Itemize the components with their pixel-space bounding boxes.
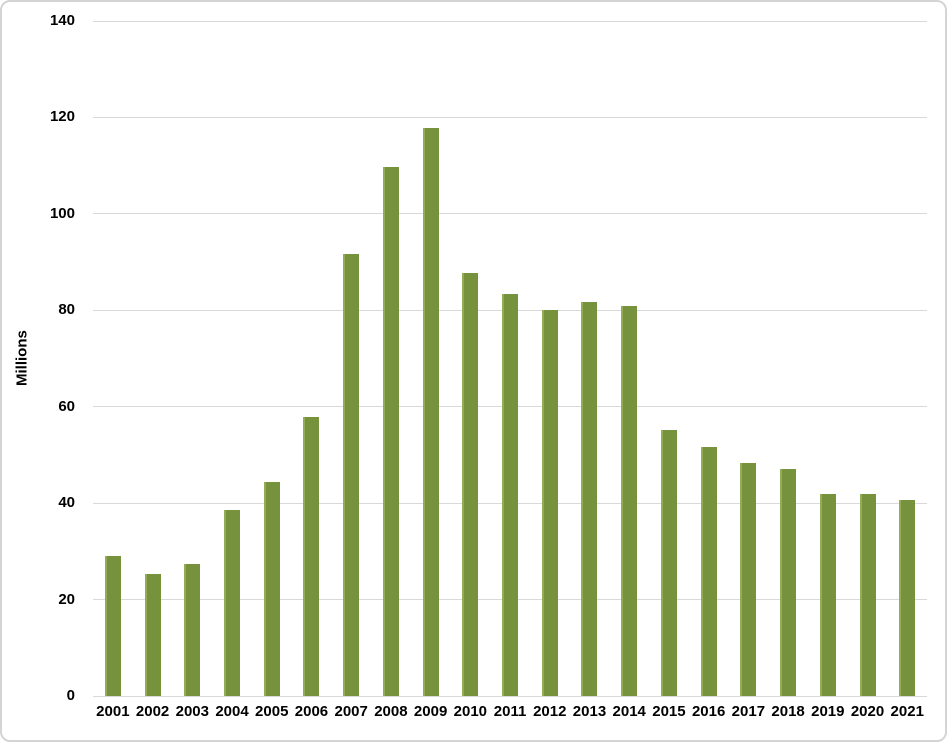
bar-cell <box>133 21 173 696</box>
bar-cell <box>729 21 769 696</box>
x-tick-label: 2011 <box>493 703 527 720</box>
bar-2007 <box>343 254 360 696</box>
bar-2005 <box>263 482 280 696</box>
bar-2008 <box>382 166 399 696</box>
bar-2017 <box>740 462 757 696</box>
bar-cell <box>530 21 570 696</box>
x-tick-label: 2019 <box>811 703 845 720</box>
y-tick-label: 0 <box>66 687 75 704</box>
x-axis-labels: 2001 2002 2003 2004 2005 2006 2007 2008 2009 2010… <box>93 701 927 723</box>
x-axis-line <box>93 695 927 697</box>
x-tick-label: 2012 <box>533 703 567 720</box>
bar-2011 <box>502 293 519 696</box>
y-tick-label: 140 <box>49 12 75 29</box>
y-axis-labels: 0 20 40 60 80 100 120 140 <box>0 12 84 704</box>
bar-2020 <box>859 494 876 696</box>
x-tick-label: 2015 <box>652 703 686 720</box>
x-tick-label: 2021 <box>890 703 924 720</box>
x-tick-label: 2017 <box>731 703 766 720</box>
bar-cell <box>371 21 411 696</box>
bar-cell <box>570 21 610 696</box>
bar-cell <box>252 21 292 696</box>
bar-2019 <box>819 494 836 696</box>
y-tick-label: 40 <box>58 494 75 512</box>
x-tick-label: 2013 <box>572 703 607 720</box>
bar-2003 <box>184 564 201 696</box>
x-tick-label: 2018 <box>771 703 805 720</box>
bar-2006 <box>303 417 320 696</box>
bar-2014 <box>621 305 638 696</box>
bar-2013 <box>581 302 598 696</box>
bar-2016 <box>700 447 717 696</box>
bar-cell <box>411 21 451 696</box>
x-tick-label: 2002 <box>135 703 170 720</box>
x-tick-label: 2005 <box>255 703 289 720</box>
bar-cell <box>292 21 332 696</box>
x-tick-label: 2010 <box>453 703 488 720</box>
y-tick-label: 120 <box>49 108 75 126</box>
bar-2009 <box>422 127 439 696</box>
bar-cell <box>490 21 530 696</box>
bar-cell <box>768 21 808 696</box>
x-tick-label: 2007 <box>334 703 368 720</box>
x-tick-label: 2020 <box>850 703 885 720</box>
bar-2021 <box>899 500 916 696</box>
bar-cell <box>808 21 848 696</box>
bar-cell <box>609 21 649 696</box>
x-tick-label: 2006 <box>294 703 329 720</box>
bar-cell <box>450 21 490 696</box>
y-tick-label: 80 <box>58 301 75 319</box>
x-tick-label: 2016 <box>691 703 726 720</box>
x-tick-label: 2003 <box>175 703 209 720</box>
bar-2012 <box>541 309 558 696</box>
y-tick-label: 100 <box>49 204 75 222</box>
bar-2001 <box>104 555 121 696</box>
bar-cell <box>649 21 689 696</box>
gridline <box>93 20 927 22</box>
plot-area <box>93 20 927 697</box>
bar-2015 <box>660 429 677 696</box>
bar-2018 <box>780 469 797 696</box>
bar-2010 <box>462 272 479 696</box>
y-tick-label: 60 <box>58 397 75 415</box>
gridline <box>93 116 927 118</box>
y-tick-label: 20 <box>58 590 75 608</box>
bars-container <box>93 21 927 696</box>
bar-cell <box>212 21 252 696</box>
x-tick-label: 2009 <box>413 703 448 720</box>
gridline <box>93 213 927 215</box>
bar-cell <box>689 21 729 696</box>
bar-2004 <box>224 509 241 696</box>
bar-cell <box>331 21 371 696</box>
bar-cell <box>172 21 212 696</box>
x-tick-label: 2004 <box>215 703 249 720</box>
bar-cell <box>93 21 133 696</box>
bar-cell <box>848 21 888 696</box>
x-tick-label: 2014 <box>612 703 646 720</box>
bar-2002 <box>144 573 161 696</box>
x-tick-label: 2001 <box>96 703 130 720</box>
x-tick-label: 2008 <box>374 703 408 720</box>
bar-cell <box>887 21 927 696</box>
